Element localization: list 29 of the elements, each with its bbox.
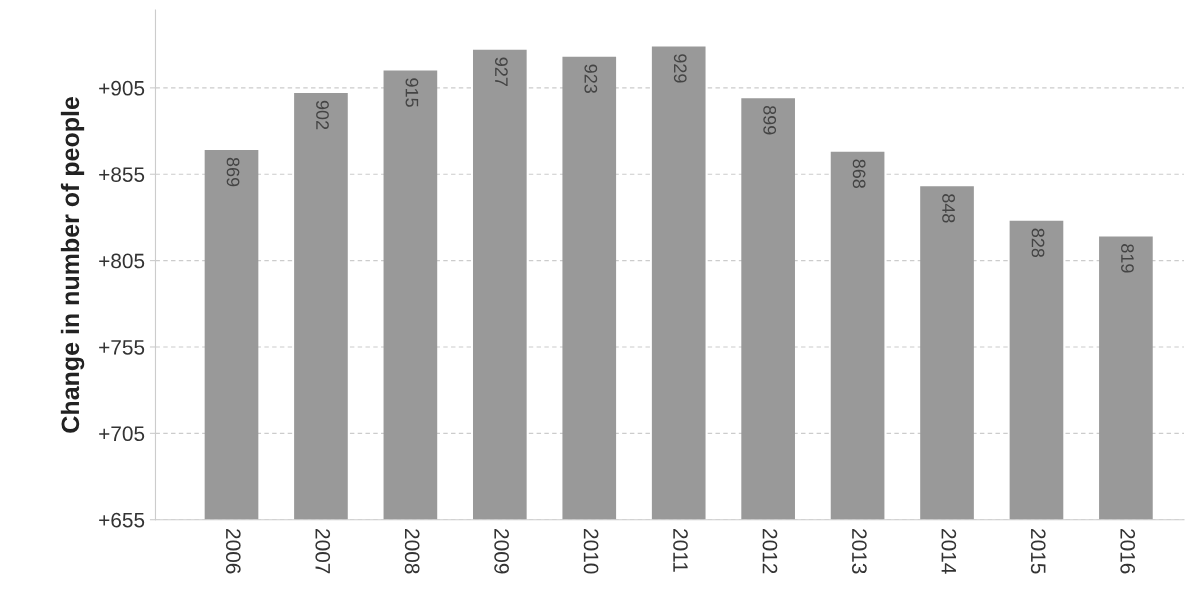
data-label: 819 [1121,244,1134,273]
data-label: 868 [852,159,866,189]
x-tick-label: 2008 [404,529,420,574]
y-tick-label: +905 [99,80,145,96]
data-label: 902 [316,100,329,130]
data-label: 869 [226,157,240,187]
x-tick-label: 2016 [1120,529,1136,574]
y-tick-label: +655 [99,512,145,528]
data-label: 927 [494,57,508,86]
data-label: 828 [1031,228,1045,258]
y-tick-label: +805 [99,253,145,269]
data-label: 899 [763,105,777,135]
data-label: 923 [584,64,598,94]
x-tick-label: 2015 [1030,529,1046,574]
x-tick-label: 2011 [673,529,688,572]
x-tick-label: 2013 [851,529,867,574]
y-tick-label: +855 [99,167,145,182]
x-tick-label: 2014 [941,529,957,574]
x-tick-label: 2009 [494,529,509,574]
data-label: 848 [942,194,955,223]
x-tick-label: 2012 [762,529,778,574]
y-tick-label: +705 [99,426,145,442]
data-label: 929 [673,54,687,83]
x-tick-label: 2006 [225,529,241,574]
x-tick-label: 2007 [315,529,331,574]
x-tick-label: 2010 [583,529,599,574]
y-axis-title: Change in number of people [60,97,85,433]
data-label: 915 [405,78,419,107]
y-tick-label: +755 [99,340,145,355]
